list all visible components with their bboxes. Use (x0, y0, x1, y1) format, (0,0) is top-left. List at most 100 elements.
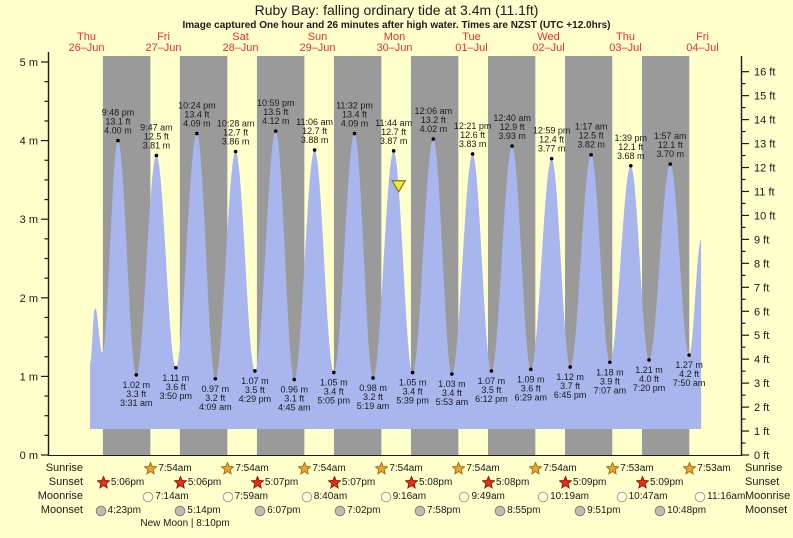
low-tide-dot (687, 353, 691, 357)
sunrise-entry: 7:54am (297, 462, 346, 475)
sunset-star-icon (404, 476, 418, 489)
ft-tick-label: 3 ft (754, 378, 769, 390)
sunset-entry: 5:09pm (558, 476, 606, 489)
sunset-star-icon (173, 476, 187, 489)
moonset-time: 7:02pm (347, 505, 381, 516)
moonrise-time: 10:47am (628, 491, 668, 502)
high-tide-m: 3.82 m (577, 140, 605, 150)
high-tide-dot (273, 129, 278, 133)
high-tide-time: 1:17 am (575, 122, 608, 132)
high-tide-dot (431, 137, 436, 141)
low-tide-dot (489, 369, 494, 373)
low-tide-ft: 3.4 ft (324, 386, 345, 396)
moonset-time: 9:51pm (587, 505, 621, 516)
moonset-time: 4:23pm (107, 505, 141, 516)
low-tide-m: 0.96 m (280, 385, 308, 395)
low-tide-m: 1.05 m (399, 377, 427, 387)
sunrise-star-icon (375, 462, 389, 475)
sunrise-star-icon (298, 462, 312, 475)
high-tide-ft: 12.5 ft (144, 132, 170, 142)
moonset-time: 6:07pm (267, 505, 301, 516)
page-subtitle: Image captured One hour and 26 minutes a… (182, 20, 611, 31)
low-tide-dot (213, 376, 218, 381)
high-tide-ft: 12.4 ft (539, 135, 565, 145)
sunrise-star-icon (221, 462, 235, 475)
high-tide-dot (312, 148, 317, 152)
day-label-date: 26–Jun (68, 42, 104, 54)
ft-tick-label: 12 ft (754, 163, 775, 175)
moonrise-row-label-right: Moonrise (745, 490, 791, 502)
low-tide-dot (292, 377, 297, 382)
sunset-entry: 5:07pm (327, 476, 375, 489)
high-tide-ft: 12.7 ft (302, 126, 328, 136)
ft-tick-label: 7 ft (754, 282, 769, 294)
ft-tick-label: 8 ft (754, 258, 769, 270)
low-tide-ft: 3.2 ft (205, 393, 226, 403)
moonset-time: 5:14pm (187, 505, 221, 516)
high-tide-time: 11:06 am (296, 117, 333, 127)
sunset-time: 5:07pm (341, 477, 376, 488)
sunset-entry: 5:09pm (635, 476, 683, 489)
high-tide-dot (116, 138, 120, 143)
high-tide-time: 9:48 pm (102, 108, 135, 118)
day-label-date: 27–Jun (145, 42, 181, 54)
low-tide-m: 0.98 m (359, 383, 387, 393)
sunset-time: 5:07pm (264, 477, 299, 488)
low-tide-time: 4:09 am (199, 402, 232, 412)
low-tide-time: 4:29 pm (239, 394, 272, 404)
low-tide-dot (608, 360, 612, 365)
low-tide-time: 3:31 am (120, 398, 153, 408)
high-tide-time: 10:59 pm (257, 98, 295, 108)
moonset-entry: 10:48pm (653, 504, 706, 517)
sunrise-entry: 7:54am (528, 462, 577, 475)
moonset-icon (654, 505, 666, 517)
sunset-time: 5:09pm (573, 477, 607, 488)
m-tick-label: 0 m (20, 450, 38, 462)
new-moon-label: New Moon | 8:10pm (140, 518, 230, 529)
moonset-icon (95, 505, 107, 517)
sunset-time: 5:08pm (418, 477, 453, 488)
sunset-time: 5:08pm (495, 477, 530, 488)
sunrise-entry: 7:54am (220, 462, 269, 475)
high-tide-ft: 12.1 ft (618, 142, 644, 152)
high-tide-ft: 13.1 ft (105, 117, 131, 127)
moonrise-time: 10:19am (550, 491, 590, 502)
high-tide-m: 4.02 m (420, 124, 448, 134)
moonset-icon (334, 505, 346, 517)
sunrise-entry: 7:54am (143, 462, 192, 475)
sunset-star-icon (96, 476, 110, 489)
high-tide-ft: 13.4 ft (184, 110, 210, 120)
high-tide-dot (628, 163, 633, 168)
low-tide-time: 3:50 pm (160, 391, 193, 401)
moonset-icon (254, 505, 266, 517)
moonset-entry: 4:23pm (94, 504, 141, 517)
high-tide-m: 3.87 m (380, 136, 408, 146)
low-tide-m: 0.97 m (202, 384, 230, 394)
low-tide-m: 1.21 m (635, 365, 663, 375)
moonset-entry: 9:51pm (573, 504, 620, 517)
day-label-dow: Thu (77, 31, 96, 43)
day-label-date: 30–Jun (376, 42, 412, 54)
low-tide-time: 7:50 am (673, 378, 706, 388)
moonrise-entry: 7:14am (141, 490, 189, 503)
sunset-star-icon (327, 476, 341, 489)
day-label-date: 02–Jul (532, 42, 564, 54)
sunrise-star-icon (529, 462, 543, 475)
day-label-dow: Thu (616, 31, 635, 43)
moonrise-icon (380, 491, 392, 503)
high-tide-dot (391, 149, 396, 153)
low-tide-ft: 3.2 ft (363, 392, 384, 402)
moonset-icon (414, 505, 426, 517)
high-tide-time: 9:47 am (140, 123, 173, 133)
low-tide-m: 1.02 m (123, 380, 151, 390)
moonrise-icon (537, 491, 549, 503)
sunrise-entry: 7:54am (451, 462, 500, 475)
sunrise-entry: 7:54am (374, 462, 423, 475)
moonset-time: 10:48pm (667, 505, 707, 516)
high-tide-dot (668, 162, 673, 166)
low-tide-dot (647, 358, 651, 362)
ft-tick-label: 6 ft (754, 306, 769, 318)
ft-tick-label: 14 ft (754, 115, 775, 127)
low-tide-time: 6:45 pm (554, 390, 587, 400)
